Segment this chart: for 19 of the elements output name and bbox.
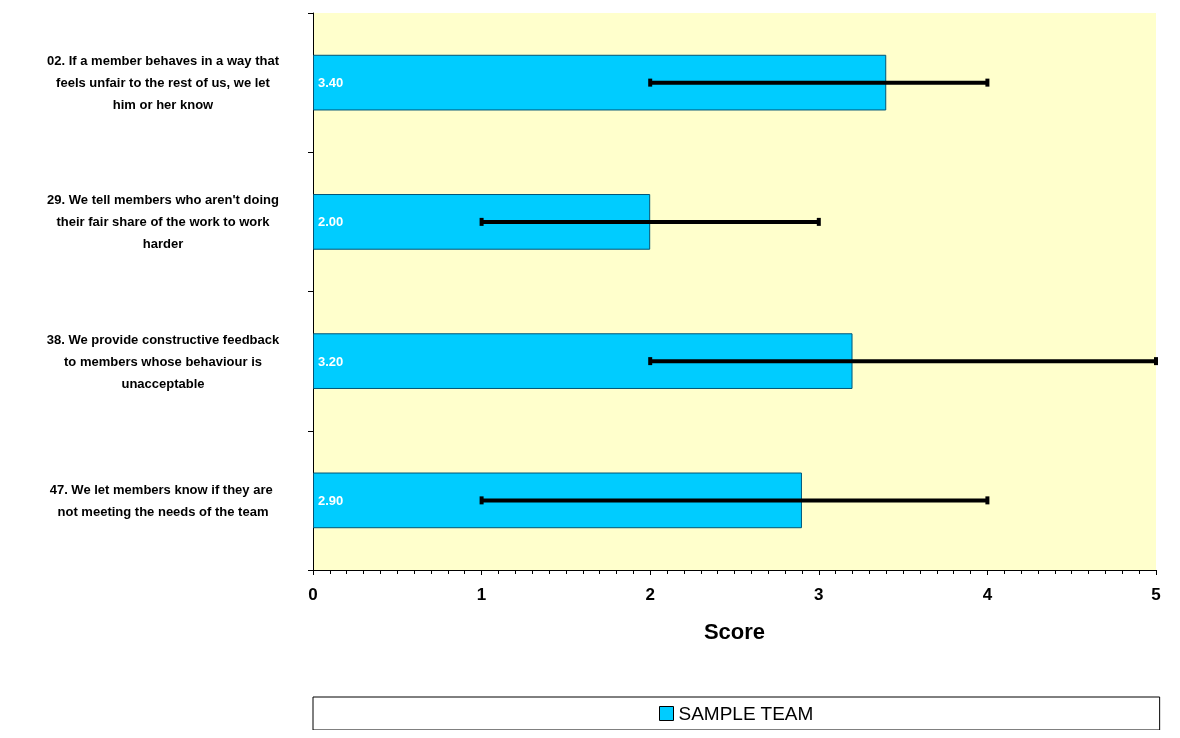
x-tick-label: 2	[645, 585, 655, 604]
data-label: 3.20	[318, 353, 344, 369]
x-tick-label: 1	[476, 585, 487, 604]
legend-label: SAMPLE TEAM	[678, 703, 814, 724]
bar	[313, 333, 853, 389]
data-label: 3.40	[318, 75, 344, 91]
x-axis-title: Score	[703, 618, 766, 644]
bar	[313, 54, 887, 111]
x-tick-label: 0	[308, 585, 318, 604]
data-label: 2.00	[318, 214, 344, 230]
x-tick-label: 3	[814, 585, 824, 604]
y-tick-label: 02. If a member behaves in a way that feels unfair to the rest of us, we let him or her know	[47, 53, 280, 113]
bar	[313, 194, 651, 250]
y-tick-label: 29. We tell members who aren't doing their fair share of the work to work harder	[47, 192, 279, 252]
y-tick-label: 38. We provide constructive feedback to members whose behaviour is unacceptable	[46, 331, 280, 391]
x-tick-label: 5	[1151, 585, 1161, 604]
y-tick-label: 47. We let members know if they are not meeting the needs of the team	[49, 481, 277, 519]
x-tick-label: 4	[982, 585, 993, 604]
data-label: 2.90	[318, 492, 344, 508]
